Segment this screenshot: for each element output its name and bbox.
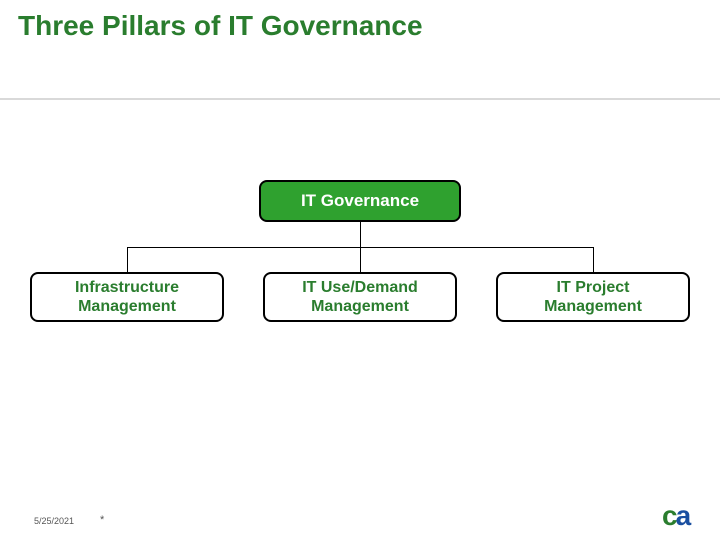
root-node: IT Governance <box>259 180 461 222</box>
logo-c-glyph: c <box>662 500 676 532</box>
child-node-1: IT Use/Demand Management <box>263 272 457 322</box>
slide: Three Pillars of IT Governance IT Govern… <box>0 0 720 540</box>
child-node-label: Infrastructure Management <box>75 278 179 316</box>
connector-trunk <box>360 222 361 247</box>
ca-logo: ca <box>662 500 689 532</box>
child-node-0: Infrastructure Management <box>30 272 224 322</box>
child-node-label: IT Use/Demand Management <box>302 278 418 316</box>
org-diagram: IT Governance Infrastructure Management … <box>0 180 720 380</box>
child-node-label: IT Project Management <box>544 278 642 316</box>
child-node-2: IT Project Management <box>496 272 690 322</box>
footer-asterisk: * <box>100 514 104 526</box>
slide-title: Three Pillars of IT Governance <box>18 10 423 42</box>
divider-rule <box>0 98 720 100</box>
logo-a-glyph: a <box>676 500 690 532</box>
connector-drop-0 <box>127 247 128 272</box>
connector-drop-2 <box>593 247 594 272</box>
root-node-label: IT Governance <box>301 191 419 211</box>
footer-date: 5/25/2021 <box>34 516 74 526</box>
connector-drop-1 <box>360 247 361 272</box>
